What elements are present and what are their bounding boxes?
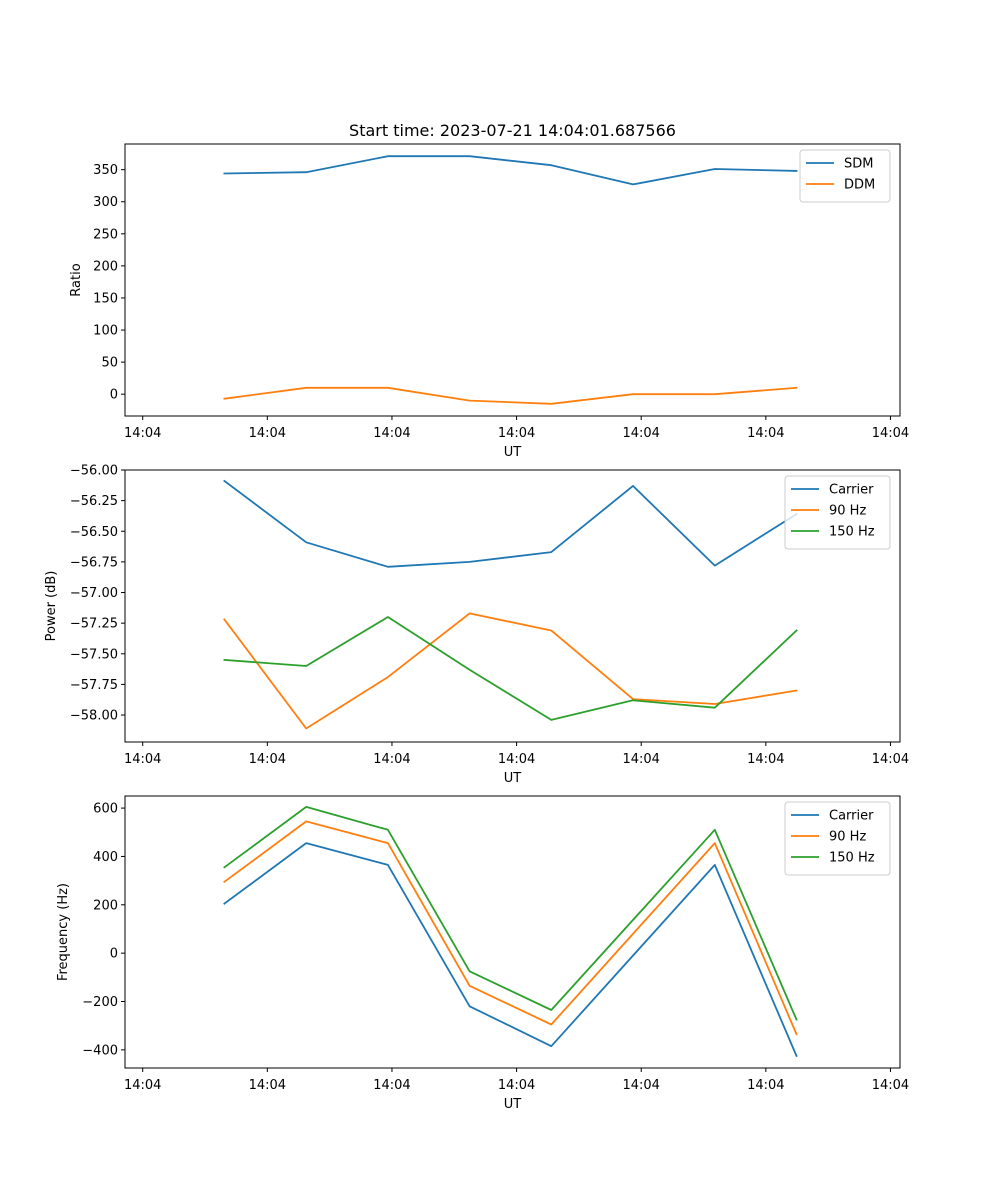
power-panel: 14:04 14:04 14:04 14:04 14:04 14:04 14:04 −56.0… (44, 464, 909, 787)
y-tick-label: 600 (93, 802, 118, 817)
x-tick-label: 14:04 (373, 752, 410, 767)
series-line-150hz (223, 616, 798, 721)
x-tick-label: 14:04 (622, 752, 659, 767)
y-tick-label: −400 (82, 1043, 118, 1058)
series-line-150hz (223, 806, 798, 1021)
series-line-90hz (223, 820, 798, 1036)
y-axis-label: Frequency (Hz) (56, 883, 71, 981)
x-tick-label: 14:04 (622, 426, 659, 441)
y-tick-label: −56.50 (70, 525, 118, 540)
series-line-carrier (223, 479, 798, 568)
legend: Carrier 90 Hz 150 Hz (784, 801, 891, 876)
legend: SDM DDM (799, 149, 891, 203)
series-line-90hz (223, 612, 798, 730)
ratio-panel: 14:04 14:04 14:04 14:04 14:04 14:04 14:04 0 50 10… (69, 143, 909, 460)
frequency-panel: 14:04 14:04 14:04 14:04 14:04 14:04 14:04 −400 −… (56, 795, 909, 1112)
y-tick-label: 100 (93, 324, 118, 339)
x-tick-label: 14:04 (124, 426, 161, 441)
x-tick-label: 14:04 (498, 1078, 535, 1093)
series-line-ddm (223, 386, 798, 405)
y-tick-label: 50 (101, 356, 118, 371)
y-tick-label: 250 (93, 227, 118, 242)
y-tick-label: −200 (82, 995, 118, 1010)
y-tick-label: 200 (93, 898, 118, 913)
legend-label-ddm: DDM (844, 178, 875, 193)
x-axis-label: UT (504, 445, 522, 460)
y-tick-label: −57.00 (70, 586, 118, 601)
x-tick-label: 14:04 (249, 752, 286, 767)
y-tick-label: −56.00 (70, 464, 118, 479)
x-tick-label: 14:04 (872, 1078, 909, 1093)
y-tick-label: −56.25 (70, 494, 118, 509)
legend-label-150hz: 150 Hz (829, 851, 875, 866)
y-tick-label: −57.75 (70, 678, 118, 693)
x-tick-label: 14:04 (747, 1078, 784, 1093)
series-line-sdm (223, 155, 798, 186)
x-tick-label: 14:04 (249, 1078, 286, 1093)
chart-title: Start time: 2023-07-21 14:04:01.687566 (349, 121, 676, 140)
y-tick-label: 0 (110, 388, 118, 403)
x-tick-label: 14:04 (124, 1078, 161, 1093)
legend-label-90hz: 90 Hz (829, 830, 866, 845)
y-tick-label: −58.00 (70, 709, 118, 724)
y-axis-label: Ratio (69, 263, 84, 296)
x-tick-label: 14:04 (872, 426, 909, 441)
y-tick-label: 0 (110, 947, 118, 962)
y-tick-label: 350 (93, 163, 118, 178)
x-tick-label: 14:04 (747, 752, 784, 767)
x-tick-label: 14:04 (498, 752, 535, 767)
legend-label-90hz: 90 Hz (829, 504, 866, 519)
x-tick-label: 14:04 (872, 752, 909, 767)
x-tick-label: 14:04 (249, 426, 286, 441)
series-line-carrier (223, 842, 798, 1058)
y-tick-label: −57.50 (70, 647, 118, 662)
legend-label-sdm: SDM (844, 157, 873, 172)
legend-label-150hz: 150 Hz (829, 525, 875, 540)
y-tick-label: 400 (93, 850, 118, 865)
x-axis-label: UT (504, 771, 522, 786)
x-axis-label: UT (504, 1097, 522, 1112)
axes-frame (124, 143, 901, 417)
x-tick-label: 14:04 (747, 426, 784, 441)
axes-frame (124, 469, 901, 743)
x-tick-label: 14:04 (373, 426, 410, 441)
y-tick-label: 300 (93, 195, 118, 210)
x-tick-label: 14:04 (498, 426, 535, 441)
x-tick-label: 14:04 (124, 752, 161, 767)
y-tick-label: −57.25 (70, 617, 118, 632)
axes-frame (124, 795, 901, 1069)
y-tick-label: 200 (93, 259, 118, 274)
y-tick-label: −56.75 (70, 555, 118, 570)
legend: Carrier 90 Hz 150 Hz (784, 475, 891, 550)
y-tick-label: 150 (93, 291, 118, 306)
legend-label-carrier: Carrier (829, 809, 874, 824)
legend-label-carrier: Carrier (829, 483, 874, 498)
x-tick-label: 14:04 (622, 1078, 659, 1093)
y-axis-label: Power (dB) (44, 571, 59, 642)
x-tick-label: 14:04 (373, 1078, 410, 1093)
